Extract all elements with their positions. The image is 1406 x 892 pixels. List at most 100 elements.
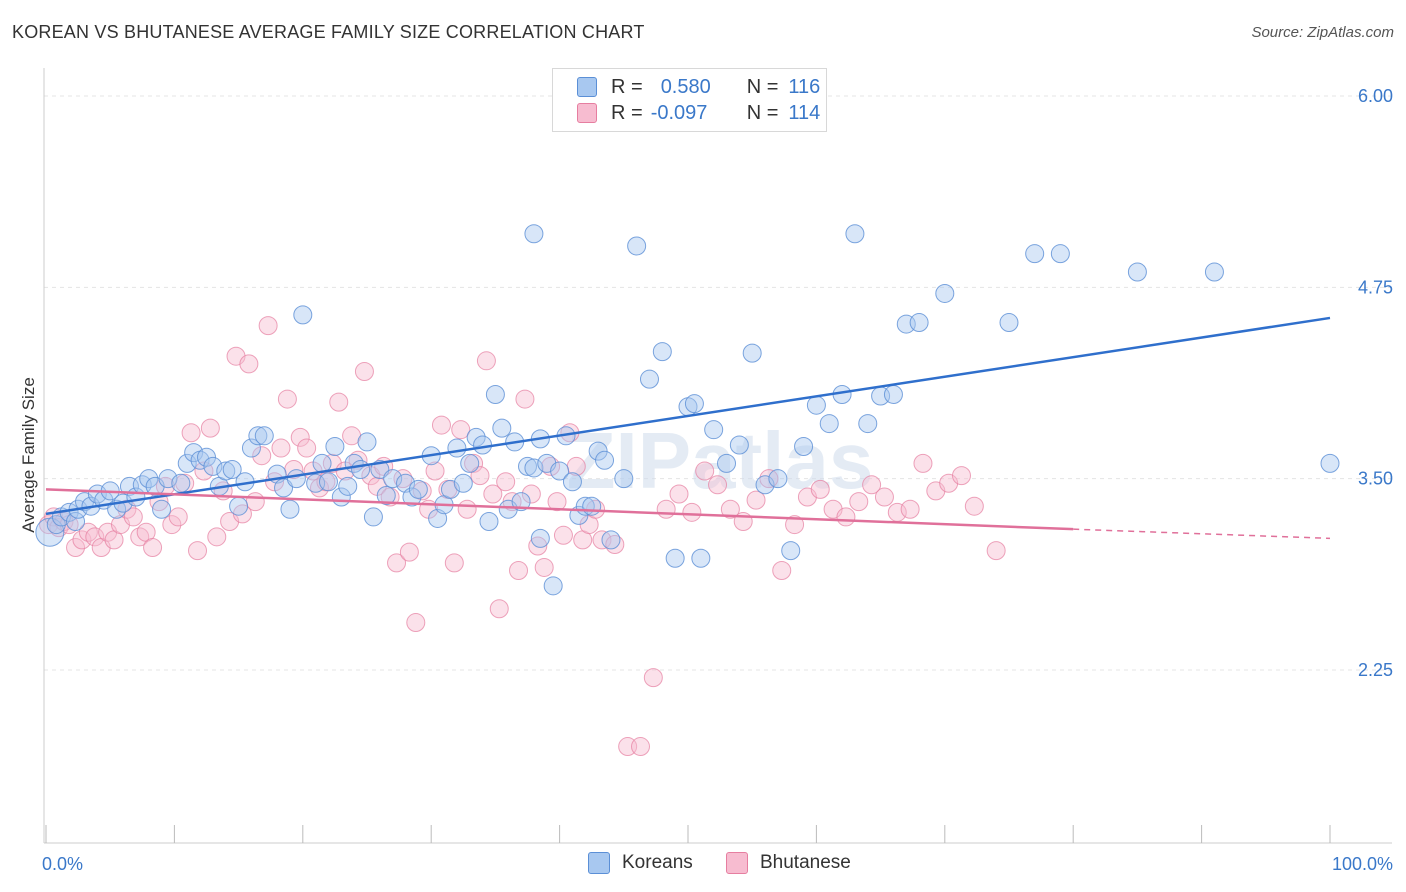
legend-item-bhutanese[interactable]: Bhutanese bbox=[726, 852, 851, 874]
legend-r-label: R = bbox=[611, 75, 643, 98]
korean-point bbox=[588, 441, 608, 461]
korean-point bbox=[524, 458, 544, 478]
korean-point bbox=[376, 486, 396, 506]
korean-point bbox=[216, 461, 236, 481]
bhutanese-point bbox=[271, 438, 291, 458]
y-axis-label: Average Family Size bbox=[19, 377, 38, 533]
korean-point bbox=[152, 499, 172, 519]
korean-trend-line bbox=[45, 316, 1331, 516]
bhutanese-point bbox=[207, 527, 227, 547]
bhutanese-point bbox=[746, 490, 766, 510]
korean-point bbox=[639, 369, 659, 389]
korean-point bbox=[652, 342, 672, 362]
bhutanese-point bbox=[168, 507, 188, 527]
korean-point bbox=[524, 224, 544, 244]
korean-point bbox=[184, 443, 204, 463]
legend-row-koreans: R = 0.580 N = 116 bbox=[577, 75, 820, 99]
bhutanese-point bbox=[123, 507, 143, 527]
bhutanese-point bbox=[521, 484, 541, 504]
bhutanese-point bbox=[399, 542, 419, 562]
bhutanese-point bbox=[528, 536, 548, 556]
legend-r-value: 0.580 bbox=[660, 75, 711, 98]
korean-point bbox=[370, 459, 390, 479]
korean-point bbox=[241, 438, 261, 458]
korean-point bbox=[229, 496, 249, 516]
bhutanese-swatch bbox=[726, 852, 748, 874]
bhutanese-point bbox=[772, 561, 792, 581]
bhutanese-point bbox=[162, 515, 182, 535]
korean-point bbox=[351, 459, 371, 479]
tick-labels: 2.25 3.50 4.75 6.00 0.0% 100.0% bbox=[42, 86, 1393, 874]
korean-point bbox=[595, 450, 615, 470]
korean-point bbox=[806, 395, 826, 415]
korean-point bbox=[518, 456, 537, 476]
bhutanese-point bbox=[258, 316, 278, 336]
korean-point bbox=[999, 313, 1019, 333]
legend-n-label: N = bbox=[746, 75, 779, 98]
bhutanese-point bbox=[489, 599, 509, 619]
bhutanese-point bbox=[547, 492, 567, 512]
korean-point bbox=[582, 496, 602, 516]
korean-point bbox=[248, 426, 268, 446]
korean-point bbox=[550, 461, 570, 481]
korean-point bbox=[768, 469, 788, 489]
bhutanese-point bbox=[444, 553, 464, 573]
bhutanese-point bbox=[669, 484, 689, 504]
korean-point bbox=[1050, 244, 1070, 264]
bhutanese-point bbox=[239, 354, 259, 374]
korean-point bbox=[819, 414, 839, 434]
bhutanese-point bbox=[277, 389, 297, 409]
korean-point bbox=[562, 472, 582, 492]
korean-point bbox=[460, 453, 480, 473]
korean-point bbox=[325, 437, 345, 457]
bhutanese-point bbox=[708, 475, 728, 495]
bhutanese-point bbox=[496, 472, 516, 492]
legend-item-koreans[interactable]: Koreans bbox=[588, 852, 693, 874]
bhutanese-point bbox=[470, 466, 490, 486]
bhutanese-point bbox=[188, 541, 208, 561]
bhutanese-point bbox=[785, 515, 805, 535]
series-legend: Koreans Bhutanese bbox=[0, 852, 1406, 878]
korean-point bbox=[203, 456, 223, 476]
watermark: ZIPatlas bbox=[567, 416, 874, 505]
korean-swatch bbox=[588, 852, 610, 874]
korean-point bbox=[139, 469, 159, 489]
bhutanese-point bbox=[85, 527, 105, 547]
bhutanese-swatch bbox=[577, 103, 597, 123]
korean-point bbox=[1025, 244, 1045, 264]
korean-point bbox=[781, 541, 801, 561]
korean-point bbox=[883, 384, 903, 404]
legend-row-bhutanese: R = -0.097 N = 114 bbox=[577, 101, 820, 125]
korean-point bbox=[601, 530, 621, 550]
korean-point bbox=[338, 476, 358, 496]
bhutanese-point bbox=[810, 479, 830, 499]
bhutanese-point bbox=[509, 561, 529, 581]
chart-title: KOREAN VS BHUTANESE AVERAGE FAMILY SIZE … bbox=[12, 22, 645, 42]
legend-label-bhutanese: Bhutanese bbox=[760, 852, 851, 873]
korean-point bbox=[530, 528, 550, 548]
korean-point bbox=[691, 548, 711, 568]
korean-point bbox=[511, 492, 531, 512]
trend-lines bbox=[45, 316, 1331, 540]
bhutanese-point bbox=[951, 466, 971, 486]
korean-point bbox=[845, 224, 865, 244]
bhutanese-point bbox=[720, 499, 740, 519]
x-tick-label: 100.0% bbox=[1332, 854, 1393, 874]
korean-point bbox=[492, 418, 512, 438]
korean-point bbox=[254, 426, 274, 446]
korean-point bbox=[627, 236, 647, 256]
bhutanese-point bbox=[541, 456, 561, 476]
bhutanese-point bbox=[476, 351, 496, 371]
korean-swatch bbox=[577, 77, 597, 97]
korean-point bbox=[280, 499, 300, 519]
bhutanese-point bbox=[431, 415, 451, 435]
bhutanese-point bbox=[483, 484, 503, 504]
bhutanese-point bbox=[66, 538, 86, 558]
korean-point bbox=[222, 459, 242, 479]
bhutanese-point bbox=[200, 418, 220, 438]
bhutanese-point bbox=[451, 420, 471, 440]
korean-point bbox=[473, 435, 493, 455]
korean-point bbox=[402, 487, 422, 507]
korean-point bbox=[171, 473, 191, 493]
korean-point bbox=[614, 469, 634, 489]
